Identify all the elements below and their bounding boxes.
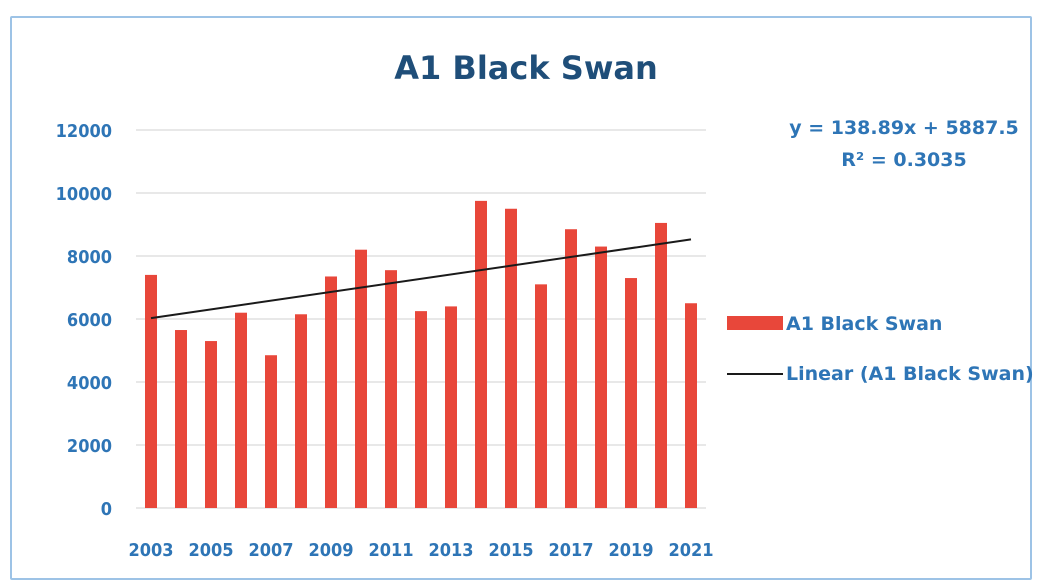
legend-trend-label: Linear (A1 Black Swan) bbox=[786, 363, 1034, 385]
bar-2019 bbox=[625, 278, 637, 508]
trendline bbox=[150, 238, 692, 320]
y-tick-label: 12000 bbox=[56, 121, 112, 142]
bar-2012 bbox=[415, 311, 427, 508]
bar-2011 bbox=[385, 270, 397, 508]
x-tick-label: 2007 bbox=[248, 540, 293, 561]
bar-series bbox=[145, 200, 697, 509]
y-tick-label: 6000 bbox=[67, 310, 112, 331]
bar-2008 bbox=[295, 314, 307, 508]
bar-2021 bbox=[685, 303, 697, 508]
y-tick-label: 8000 bbox=[67, 247, 112, 268]
legend-bar-label: A1 Black Swan bbox=[786, 313, 942, 335]
x-tick-label: 2011 bbox=[368, 540, 413, 561]
bar-2018 bbox=[595, 246, 607, 509]
y-tick-label: 2000 bbox=[67, 436, 112, 457]
legend-bar-swatch bbox=[727, 316, 783, 330]
x-tick-label: 2019 bbox=[608, 540, 653, 561]
x-tick-label: 2013 bbox=[428, 540, 473, 561]
y-axis: 0 2000 4000 6000 8000 10000 12000 bbox=[56, 121, 112, 520]
bar-2005 bbox=[205, 341, 217, 508]
chart-title: A1 Black Swan bbox=[394, 49, 658, 87]
x-tick-label: 2003 bbox=[128, 540, 173, 561]
x-tick-label: 2009 bbox=[308, 540, 353, 561]
x-tick-label: 2005 bbox=[188, 540, 233, 561]
bar-2014 bbox=[475, 200, 487, 508]
y-tick-label: 10000 bbox=[56, 184, 112, 205]
y-tick-label: 0 bbox=[101, 499, 112, 520]
bar-2004 bbox=[175, 330, 187, 508]
y-tick-label: 4000 bbox=[67, 373, 112, 394]
x-tick-label: 2017 bbox=[548, 540, 593, 561]
x-tick-label: 2021 bbox=[668, 540, 713, 561]
trendline-r-squared: R² = 0.3035 bbox=[841, 149, 966, 171]
bar-2003 bbox=[145, 274, 157, 508]
gridlines bbox=[136, 129, 706, 509]
x-axis: 2003 2005 2007 2009 2011 2013 2015 2017 2019 2021 bbox=[128, 540, 713, 561]
bar-2007 bbox=[265, 355, 277, 508]
x-tick-label: 2015 bbox=[488, 540, 533, 561]
bar-2016 bbox=[535, 284, 547, 508]
bar-2006 bbox=[235, 312, 247, 508]
bar-2020 bbox=[655, 222, 667, 509]
bar-2015 bbox=[505, 208, 517, 508]
bar-2013 bbox=[445, 306, 457, 508]
legend: A1 Black Swan Linear (A1 Black Swan) bbox=[727, 313, 1034, 385]
bar-2017 bbox=[565, 229, 577, 508]
bar-2009 bbox=[325, 276, 337, 508]
bar-2010 bbox=[355, 249, 367, 508]
trendline-equation: y = 138.89x + 5887.5 bbox=[789, 117, 1019, 139]
